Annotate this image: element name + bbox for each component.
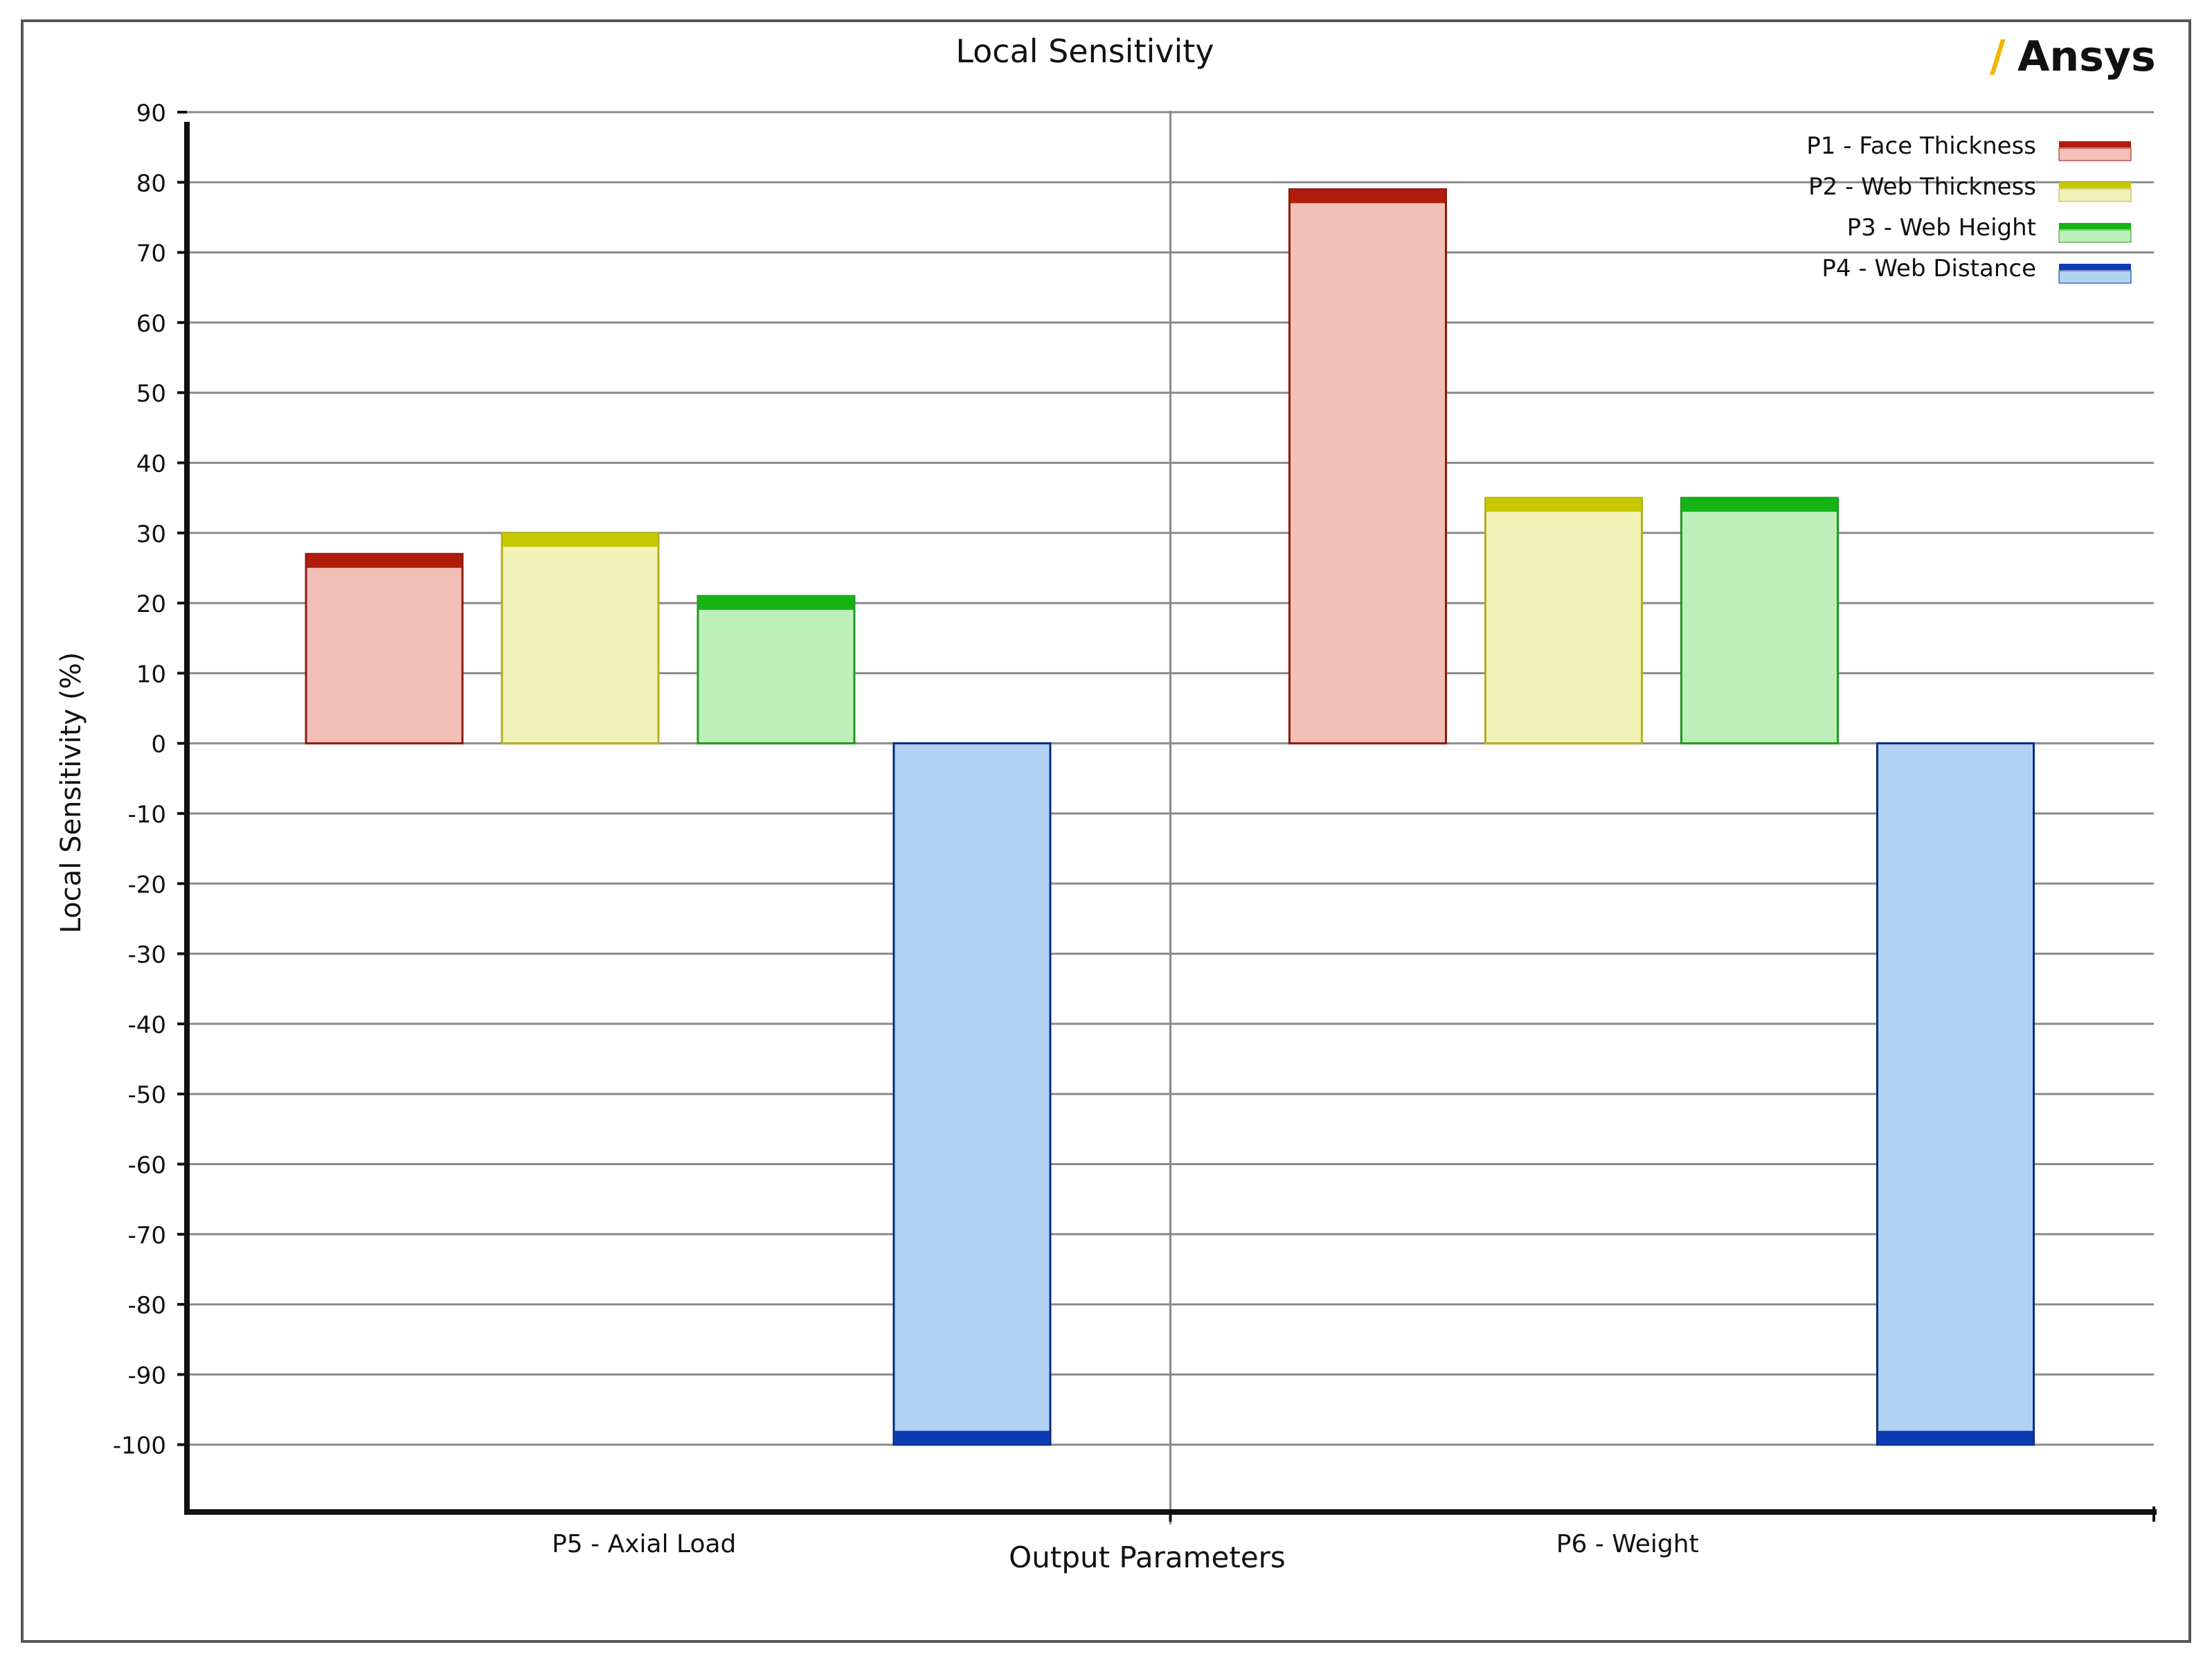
bar-body <box>1288 188 1447 745</box>
bar-cap <box>1682 498 1837 512</box>
x-axis-ticks: P5 - Axial Load P6 - Weight <box>552 1512 1699 1558</box>
bar-cap <box>1290 189 1446 204</box>
legend-swatch-fill <box>2058 147 2132 161</box>
chart-frame: Local Sensitivity / Ansys 90 80 70 60 50 40 30… <box>21 19 2191 1643</box>
y-tick-label: 20 <box>136 591 166 618</box>
chart-legend: P1 - Face Thickness P2 - Web Thickness P3 … <box>1806 132 2132 284</box>
bar-body <box>501 532 660 745</box>
y-tick-label: -40 <box>127 1011 166 1039</box>
y-tick-label: 60 <box>136 310 166 338</box>
legend-swatch-cap <box>2059 182 2131 188</box>
ansys-logo: / Ansys <box>1990 30 2156 81</box>
y-tick-label: -100 <box>113 1432 166 1460</box>
y-tick-label: -80 <box>127 1292 166 1320</box>
bar-cap <box>1878 1430 2033 1445</box>
chart-title: Local Sensitivity <box>955 33 1214 70</box>
legend-label: P1 - Face Thickness <box>1806 132 2036 160</box>
y-axis-label: Local Sensitivity (%) <box>55 652 87 934</box>
y-tick-label: 10 <box>136 660 166 688</box>
y-tick-label: 30 <box>136 521 166 548</box>
bar <box>1680 496 1839 745</box>
bar-cap <box>307 554 462 568</box>
logo-slash-mark: / <box>1990 30 2006 81</box>
y-tick-label: -90 <box>127 1362 166 1389</box>
y-tick-label: 0 <box>151 731 166 759</box>
y-tick-label: -70 <box>127 1222 166 1250</box>
bar <box>501 532 660 745</box>
legend-label: P2 - Web Thickness <box>1808 173 2036 201</box>
legend-swatch-cap <box>2059 223 2131 229</box>
bar-body <box>305 552 464 745</box>
bar-body <box>1680 496 1839 745</box>
chart-canvas: Local Sensitivity / Ansys 90 80 70 60 50 40 30… <box>55 30 2157 1574</box>
x-tick-label: P6 - Weight <box>1556 1530 1699 1558</box>
legend-swatch-fill <box>2058 270 2132 284</box>
legend-label: P4 - Web Distance <box>1822 255 2036 282</box>
legend-swatch-fill <box>2058 229 2132 243</box>
bar <box>892 742 1052 1446</box>
bar <box>1876 742 2035 1446</box>
chart-bars <box>305 188 2035 1446</box>
legend-swatch-cap <box>2059 141 2131 147</box>
bar <box>1484 496 1643 745</box>
y-tick-label: 70 <box>136 240 166 268</box>
legend-label: P3 - Web Height <box>1847 214 2036 242</box>
bar-body <box>696 595 856 745</box>
y-axis-ticks: 90 80 70 60 50 40 30 20 10 0 -10 -20 -30 -40 -50 -60 -70… <box>113 100 187 1460</box>
bar-body <box>1484 496 1643 745</box>
bar <box>1288 188 1447 745</box>
y-tick-label: -50 <box>127 1081 166 1109</box>
y-tick-label: -10 <box>127 801 166 829</box>
bar <box>696 595 856 745</box>
y-tick-label: 50 <box>136 380 166 408</box>
legend-swatch-fill <box>2058 188 2132 202</box>
y-tick-label: -30 <box>127 942 166 969</box>
logo-wordmark: Ansys <box>2017 33 2156 81</box>
bar <box>305 552 464 745</box>
y-tick-label: 80 <box>136 170 166 197</box>
y-tick-label: -20 <box>127 871 166 899</box>
x-axis-label: Output Parameters <box>1009 1540 1286 1574</box>
y-tick-label: -60 <box>127 1152 166 1180</box>
y-tick-label: 90 <box>136 100 166 127</box>
bar-body <box>1876 742 2035 1446</box>
bar-cap <box>503 532 658 547</box>
bar-cap <box>699 595 854 610</box>
legend-swatch-cap <box>2059 264 2131 270</box>
x-tick-label: P5 - Axial Load <box>552 1530 736 1558</box>
bar-cap <box>1486 498 1642 512</box>
chart-gridlines <box>187 111 2154 1524</box>
bar-body <box>892 742 1052 1446</box>
bar-cap <box>894 1430 1050 1445</box>
y-tick-label: 40 <box>136 451 166 478</box>
